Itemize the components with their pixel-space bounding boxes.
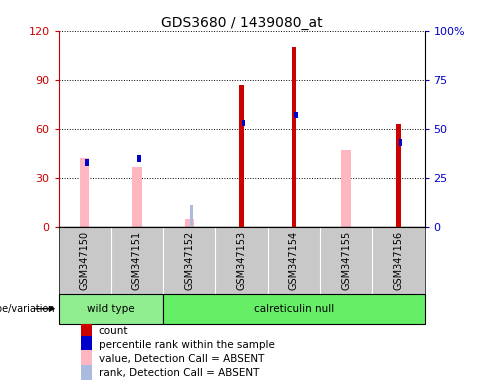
Text: value, Detection Call = ABSENT: value, Detection Call = ABSENT <box>99 354 264 364</box>
Text: GSM347154: GSM347154 <box>289 231 299 290</box>
Text: rank, Detection Call = ABSENT: rank, Detection Call = ABSENT <box>99 368 259 378</box>
Text: GSM347156: GSM347156 <box>393 231 404 290</box>
Bar <box>111 227 163 294</box>
Bar <box>268 227 320 294</box>
Bar <box>81 351 92 367</box>
Bar <box>59 227 111 294</box>
Bar <box>81 336 92 353</box>
Bar <box>215 227 268 294</box>
Bar <box>184 219 194 227</box>
Bar <box>85 159 89 166</box>
Text: GSM347153: GSM347153 <box>237 231 246 290</box>
Bar <box>132 167 142 227</box>
Title: GDS3680 / 1439080_at: GDS3680 / 1439080_at <box>161 16 323 30</box>
Bar <box>163 294 425 324</box>
Text: wild type: wild type <box>87 304 135 314</box>
Bar <box>81 322 92 339</box>
Bar <box>80 158 89 227</box>
Text: calreticulin null: calreticulin null <box>254 304 334 314</box>
Bar <box>399 139 402 146</box>
Bar <box>320 227 372 294</box>
Text: GSM347151: GSM347151 <box>132 231 142 290</box>
Text: GSM347155: GSM347155 <box>341 231 351 290</box>
Bar <box>81 365 92 382</box>
Bar <box>372 227 425 294</box>
Bar <box>396 124 401 227</box>
Text: percentile rank within the sample: percentile rank within the sample <box>99 340 275 350</box>
Bar <box>342 150 351 227</box>
Text: genotype/variation: genotype/variation <box>0 304 55 314</box>
Text: count: count <box>99 326 128 336</box>
Bar <box>137 155 141 162</box>
Bar <box>240 85 244 227</box>
Bar <box>292 47 296 227</box>
Bar <box>163 227 215 294</box>
Bar <box>294 112 298 118</box>
Bar <box>59 294 163 324</box>
Text: GSM347152: GSM347152 <box>184 231 194 290</box>
Text: GSM347150: GSM347150 <box>80 231 90 290</box>
Bar <box>189 205 193 227</box>
Bar <box>242 120 245 126</box>
